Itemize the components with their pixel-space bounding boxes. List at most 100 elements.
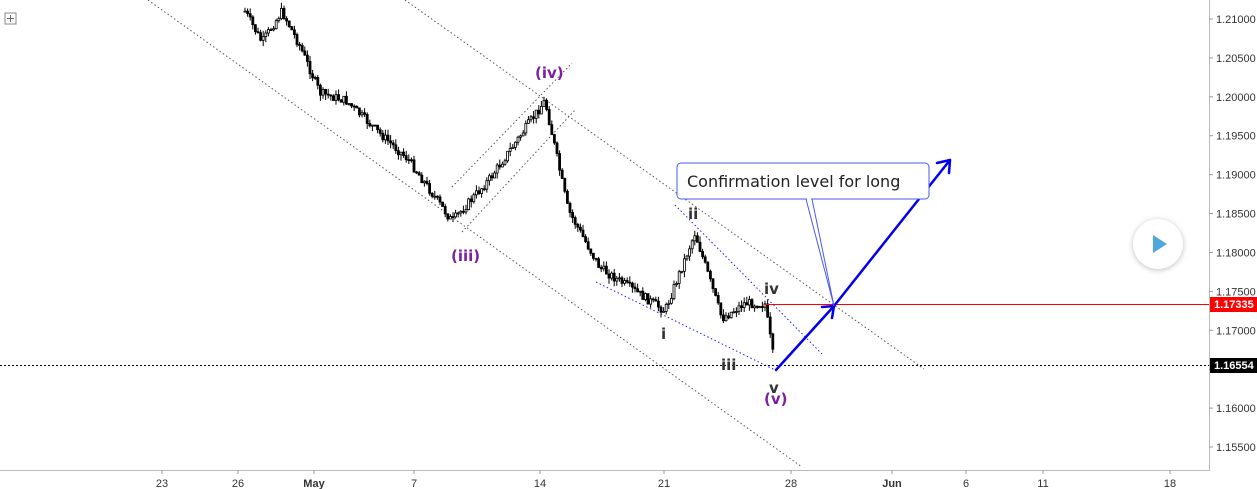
candle-body [277, 18, 281, 22]
candle-body [295, 34, 299, 45]
candle-body [644, 293, 647, 300]
candle-body [654, 299, 658, 302]
wave-label: iv [764, 280, 779, 298]
candle-body [589, 248, 593, 254]
candle-body [363, 112, 367, 115]
candle-body [688, 248, 691, 257]
candle-body [761, 306, 764, 308]
candle-body [573, 217, 577, 225]
wave-label: ii [688, 205, 698, 223]
candle-body [545, 100, 548, 110]
candle-body [750, 299, 754, 309]
play-button[interactable] [1133, 219, 1183, 269]
candle-body [768, 316, 772, 335]
candle-body [625, 280, 629, 283]
callout: Confirmation level for long [676, 162, 930, 307]
wave-label: v [769, 379, 779, 397]
candle-body [649, 298, 652, 305]
candle-body [534, 109, 538, 119]
candle-body [308, 61, 312, 75]
time-axis-tick-label: 6 [963, 478, 969, 489]
candle-body [396, 150, 400, 156]
candle-body [352, 105, 356, 108]
candle-body [615, 277, 619, 282]
callout-text: Confirmation level for long [687, 172, 900, 191]
candle-body [529, 116, 533, 121]
candle-body [334, 94, 338, 101]
candle-body [641, 290, 645, 300]
wave-iv-channel-upper [451, 62, 573, 188]
candle-body [402, 151, 406, 156]
candle-body [724, 315, 728, 322]
candle-body [321, 88, 325, 96]
time-axis-tick-label: Jun [882, 478, 902, 489]
time-axis-tick-label: 23 [156, 478, 168, 489]
candle-body [264, 32, 268, 37]
time-axis-tick-label: 21 [658, 478, 670, 489]
price-axis-tick-label: 1.19000 [1216, 170, 1256, 182]
candle-body [339, 99, 343, 103]
candle-body [456, 212, 460, 215]
candle-body [511, 146, 515, 149]
candle-body [459, 210, 463, 214]
candle-body [597, 258, 600, 268]
candle-body [404, 155, 408, 161]
candle-body [266, 29, 270, 34]
price-axis-tick-label: 1.20500 [1216, 53, 1256, 65]
candle-body [272, 28, 276, 31]
candle-body [696, 235, 699, 243]
candle-body [571, 212, 574, 219]
current-price-label: 1.16554 [1214, 360, 1255, 372]
candle-body [376, 124, 380, 131]
candle-body [719, 302, 723, 316]
confirmation-price-label: 1.17335 [1214, 299, 1254, 311]
candle-body [386, 134, 390, 142]
candle-body [347, 103, 351, 105]
candle-body [659, 306, 663, 313]
candle-body [298, 44, 302, 46]
candle-body [542, 100, 546, 107]
time-axis[interactable]: 23 26 May 7 14 21 28 Jun 6 11 18 [156, 470, 1176, 489]
candle-body [324, 88, 328, 95]
candle-body [672, 284, 676, 299]
candle-body [602, 265, 606, 270]
candle-body [506, 150, 510, 162]
confirmation-price-tag: 1.17335 [1210, 297, 1257, 312]
candle-body [399, 151, 403, 156]
candle-body [745, 302, 749, 306]
price-axis[interactable]: 1.155001.160001.165001.170001.175001.180… [1209, 14, 1256, 454]
candle-body [303, 50, 307, 56]
candle-body [412, 159, 416, 173]
wave-label: (iii) [451, 247, 480, 265]
crosshair-plus-icon[interactable] [4, 12, 17, 25]
candle-body [389, 140, 393, 144]
candle-body [706, 261, 710, 272]
candle-body [443, 206, 447, 215]
play-icon [1153, 235, 1167, 253]
channel-lines [147, 0, 925, 468]
candle-body [638, 290, 642, 293]
candle-body [285, 18, 289, 22]
candle-body [344, 95, 348, 105]
candle-body [657, 300, 660, 308]
candle-body [446, 213, 450, 220]
candle-body [586, 241, 590, 250]
candle-body [342, 95, 346, 103]
current-price-tag: 1.16554 [1210, 358, 1257, 373]
candle-body [742, 302, 746, 309]
wave-label: (v) [764, 390, 788, 408]
candle-body [318, 84, 322, 96]
candle-body [563, 178, 567, 192]
candle-body [592, 252, 595, 259]
candle-body [355, 105, 359, 109]
candle-body [758, 306, 762, 308]
candle-body [313, 77, 317, 79]
candle-body [274, 20, 278, 30]
candle-body [370, 124, 374, 127]
price-axis-tick-label: 1.15500 [1216, 442, 1256, 454]
candle-body [560, 169, 564, 179]
candle-body [493, 172, 497, 179]
candle-body [566, 190, 569, 204]
candle-body [519, 135, 522, 138]
